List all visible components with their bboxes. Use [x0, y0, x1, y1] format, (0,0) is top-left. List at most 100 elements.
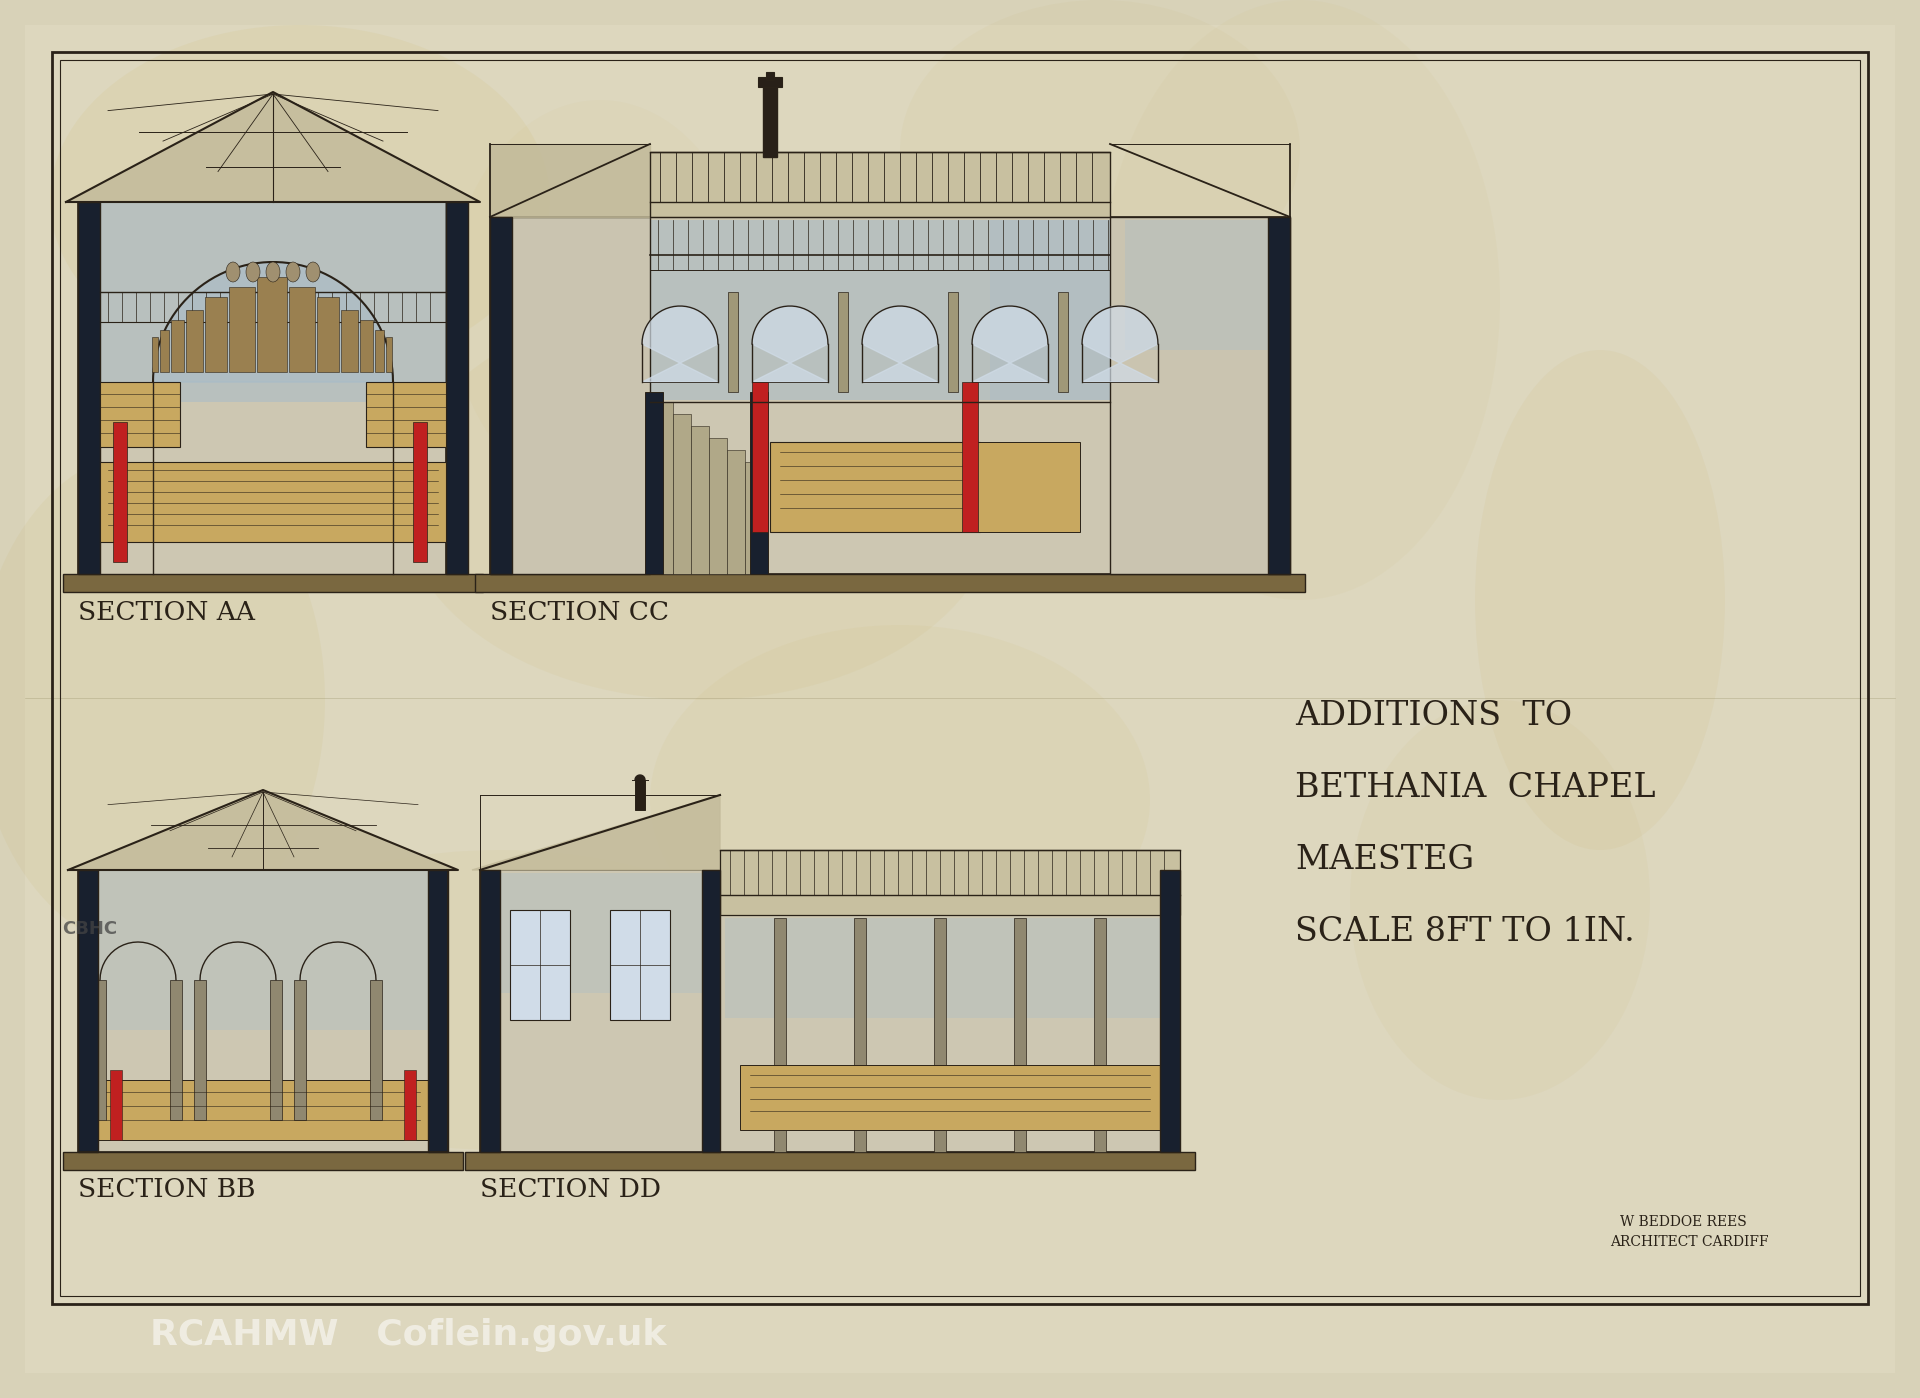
Text: SECTION AA: SECTION AA: [79, 600, 255, 625]
Bar: [290, 287, 315, 372]
Bar: [79, 201, 100, 575]
Bar: [655, 403, 674, 575]
Bar: [728, 450, 745, 575]
Bar: [511, 910, 570, 1021]
Polygon shape: [636, 774, 645, 780]
Bar: [720, 850, 1181, 916]
Bar: [745, 461, 762, 575]
Bar: [766, 73, 774, 80]
Bar: [100, 382, 180, 447]
Bar: [371, 980, 382, 1120]
Bar: [1160, 870, 1181, 1152]
Text: BETHANIA  CHAPEL: BETHANIA CHAPEL: [1294, 772, 1655, 804]
Ellipse shape: [267, 261, 280, 282]
Bar: [171, 320, 184, 372]
Bar: [205, 296, 227, 372]
Bar: [271, 980, 282, 1120]
Text: RCAHMW   Coflein.gov.uk: RCAHMW Coflein.gov.uk: [150, 1318, 666, 1352]
Bar: [854, 918, 866, 1152]
Bar: [194, 980, 205, 1120]
Bar: [636, 780, 645, 809]
Bar: [413, 422, 426, 562]
Bar: [726, 918, 1160, 1018]
Bar: [63, 575, 484, 591]
Ellipse shape: [399, 301, 1000, 700]
Bar: [758, 77, 781, 87]
Bar: [79, 201, 100, 575]
Polygon shape: [862, 306, 939, 382]
Bar: [445, 201, 468, 575]
Ellipse shape: [227, 261, 240, 282]
Bar: [79, 870, 98, 1152]
Bar: [465, 1152, 1194, 1170]
Ellipse shape: [0, 450, 324, 951]
Bar: [480, 870, 499, 1152]
Bar: [403, 1069, 417, 1139]
Bar: [490, 217, 513, 575]
Bar: [490, 217, 1290, 575]
Bar: [317, 296, 340, 372]
Bar: [342, 309, 357, 372]
Bar: [228, 287, 255, 372]
Polygon shape: [972, 306, 1048, 382]
Bar: [1058, 292, 1068, 391]
Bar: [774, 918, 785, 1152]
Bar: [98, 870, 428, 1030]
Bar: [113, 422, 127, 562]
Bar: [109, 1069, 123, 1139]
Bar: [480, 870, 1181, 1152]
Bar: [948, 292, 958, 391]
Text: SECTION CC: SECTION CC: [490, 600, 668, 625]
Bar: [751, 391, 768, 575]
Polygon shape: [490, 144, 651, 217]
Text: W BEDDOE REES: W BEDDOE REES: [1620, 1215, 1747, 1229]
Bar: [691, 426, 708, 575]
Polygon shape: [67, 790, 459, 870]
Bar: [94, 980, 106, 1120]
Bar: [991, 219, 1265, 400]
Bar: [739, 1065, 1160, 1130]
Bar: [703, 870, 720, 1152]
Text: SECTION DD: SECTION DD: [480, 1177, 660, 1202]
Polygon shape: [65, 92, 480, 201]
Ellipse shape: [305, 261, 321, 282]
Bar: [152, 337, 157, 372]
Bar: [98, 870, 428, 1152]
Ellipse shape: [1475, 350, 1724, 850]
Bar: [933, 918, 947, 1152]
Bar: [753, 382, 768, 533]
Bar: [651, 152, 1110, 217]
Bar: [708, 438, 728, 575]
Text: CBHC: CBHC: [61, 920, 117, 938]
Bar: [645, 391, 662, 575]
Bar: [486, 872, 714, 993]
Bar: [762, 82, 778, 157]
Bar: [63, 1152, 463, 1170]
Text: ADDITIONS  TO: ADDITIONS TO: [1294, 700, 1572, 733]
Ellipse shape: [50, 25, 549, 375]
Polygon shape: [1110, 144, 1290, 217]
Bar: [674, 414, 691, 575]
Text: ARCHITECT CARDIFF: ARCHITECT CARDIFF: [1611, 1234, 1768, 1248]
Bar: [474, 575, 1306, 591]
Bar: [294, 980, 305, 1120]
Ellipse shape: [246, 261, 259, 282]
Ellipse shape: [286, 261, 300, 282]
Bar: [728, 292, 737, 391]
Bar: [428, 870, 447, 1152]
Bar: [52, 52, 1868, 1304]
Bar: [367, 382, 445, 447]
Bar: [159, 330, 169, 372]
Bar: [79, 870, 447, 1152]
Bar: [186, 309, 204, 372]
Polygon shape: [753, 306, 828, 382]
Bar: [490, 217, 651, 575]
Text: SECTION BB: SECTION BB: [79, 1177, 255, 1202]
Bar: [837, 292, 849, 391]
Bar: [1094, 918, 1106, 1152]
Bar: [257, 277, 286, 372]
Bar: [100, 461, 445, 542]
Bar: [100, 201, 445, 403]
Text: MAESTEG: MAESTEG: [1294, 844, 1475, 877]
Bar: [60, 60, 1860, 1296]
